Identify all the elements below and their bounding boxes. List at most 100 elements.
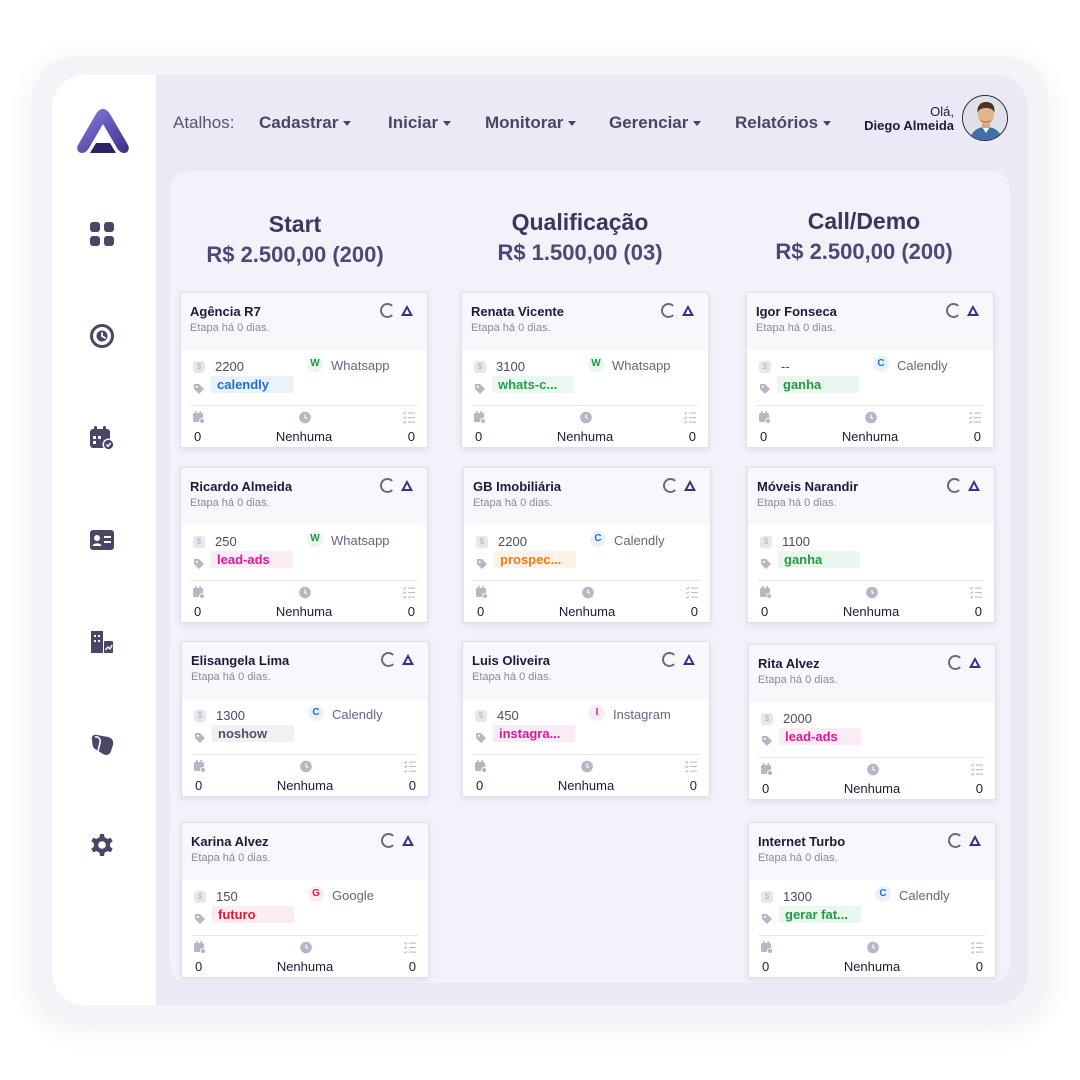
brand-logo[interactable] (76, 107, 130, 155)
menu-label: Monitorar (485, 113, 564, 132)
menu-label: Cadastrar (259, 113, 339, 132)
card-title: Internet Turbo (758, 834, 846, 849)
caret-down-icon (823, 121, 832, 127)
deal-card[interactable]: Igor Fonseca Etapa há 0 dias. $ -- C Cal… (746, 292, 994, 448)
deal-card[interactable]: Luis Oliveira Etapa há 0 dias. $ 450 I I… (462, 641, 710, 797)
card-footer-tasks: 0 (975, 781, 983, 796)
source-name: Calendly (614, 533, 665, 548)
card-tag[interactable]: noshow (212, 725, 294, 742)
loading-spinner-icon[interactable] (380, 303, 395, 318)
checklist-icon (970, 586, 982, 599)
user-name: Diego Almeida (864, 118, 954, 133)
card-stage-age: Etapa há 0 dias. (472, 671, 552, 683)
card-divider (472, 405, 698, 406)
loading-spinner-icon[interactable] (947, 478, 962, 493)
loading-spinner-icon[interactable] (662, 652, 677, 667)
deal-card[interactable]: Ricardo Almeida Etapa há 0 dias. $ 250 W… (180, 467, 428, 623)
card-tag[interactable]: prospec... (494, 551, 576, 568)
calendar-settings-icon (475, 760, 487, 773)
card-footer-status: Nenhuma (557, 778, 615, 793)
card-footer-tasks: 0 (690, 604, 698, 619)
brand-mini-icon[interactable] (969, 657, 981, 668)
card-tag[interactable]: lead-ads (779, 728, 861, 745)
source-name: Calendly (332, 707, 383, 722)
tag-icon (760, 384, 770, 394)
clock-icon (300, 760, 312, 773)
deal-card[interactable]: Internet Turbo Etapa há 0 dias. $ 1300 C… (748, 822, 996, 978)
menu-label: Iniciar (388, 113, 439, 132)
column-total: R$ 2.500,00 (200) (775, 239, 953, 264)
deal-card[interactable]: Rita Alvez Etapa há 0 dias. $ 2000 lead-… (748, 644, 996, 800)
brand-mini-icon[interactable] (683, 654, 695, 665)
card-footer-status: Nenhuma (558, 604, 616, 619)
contact-card-icon[interactable] (89, 527, 115, 553)
calendar-check-icon[interactable] (89, 425, 115, 451)
source-name: Google (332, 888, 374, 903)
top-bar: Atalhos: Cadastrar Iniciar Monitorar Ger… (156, 75, 1028, 171)
deal-value: -- (781, 359, 790, 374)
avatar[interactable] (962, 95, 1008, 141)
loading-spinner-icon[interactable] (380, 478, 395, 493)
menu-relatorios[interactable]: Relatórios (735, 113, 832, 133)
shapes-icon[interactable] (89, 731, 115, 757)
card-tag[interactable]: lead-ads (211, 551, 293, 568)
building-report-icon[interactable] (89, 629, 115, 655)
loading-spinner-icon[interactable] (948, 833, 963, 848)
checklist-icon (686, 586, 698, 599)
checklist-icon (404, 941, 416, 954)
menu-iniciar[interactable]: Iniciar (388, 113, 452, 133)
card-tag[interactable]: ganha (778, 551, 860, 568)
menu-monitorar[interactable]: Monitorar (485, 113, 577, 133)
clock-icon (865, 411, 877, 424)
brand-mini-icon[interactable] (402, 835, 414, 846)
card-footer-tasks: 0 (407, 429, 415, 444)
column-title: Qualificação (511, 209, 649, 235)
deal-card[interactable]: Elisangela Lima Etapa há 0 dias. $ 1300 … (181, 641, 429, 797)
card-divider (759, 757, 985, 758)
brand-mini-icon[interactable] (401, 305, 413, 316)
money-icon: $ (474, 361, 486, 373)
loading-spinner-icon[interactable] (946, 303, 961, 318)
card-header (464, 468, 710, 525)
deal-card[interactable]: Renata Vicente Etapa há 0 dias. $ 3100 W… (461, 292, 709, 448)
clock-icon[interactable] (89, 323, 115, 349)
card-title: GB Imobiliária (473, 479, 562, 494)
card-tag[interactable]: ganha (777, 376, 859, 393)
brand-mini-icon[interactable] (402, 654, 414, 665)
calendar-settings-icon (193, 586, 205, 599)
card-tag[interactable]: futuro (212, 906, 294, 923)
deal-card[interactable]: Karina Alvez Etapa há 0 dias. $ 150 G Go… (181, 822, 429, 978)
card-tag[interactable]: calendly (211, 376, 293, 393)
greeting-text: Olá, (930, 104, 954, 119)
dashboard-icon[interactable] (89, 221, 115, 247)
deal-card[interactable]: Móveis Narandir Etapa há 0 dias. $ 1100 … (747, 467, 995, 623)
brand-mini-icon[interactable] (401, 480, 413, 491)
user-photo (963, 96, 1007, 140)
menu-cadastrar[interactable]: Cadastrar (259, 113, 352, 133)
card-tag[interactable]: instagra... (493, 725, 575, 742)
loading-spinner-icon[interactable] (948, 655, 963, 670)
checklist-icon (969, 411, 981, 424)
deal-card[interactable]: Agência R7 Etapa há 0 dias. $ 2200 W Wha… (180, 292, 428, 448)
loading-spinner-icon[interactable] (381, 833, 396, 848)
card-footer-count: 0 (477, 604, 485, 619)
loading-spinner-icon[interactable] (661, 303, 676, 318)
brand-mini-icon[interactable] (967, 305, 979, 316)
loading-spinner-icon[interactable] (381, 652, 396, 667)
brand-mini-icon[interactable] (968, 480, 980, 491)
card-tag[interactable]: whats-c... (492, 376, 574, 393)
card-header (181, 468, 427, 525)
brand-mini-icon[interactable] (684, 480, 696, 491)
deal-value: 1300 (783, 889, 812, 904)
card-tag[interactable]: gerar fat... (779, 906, 861, 923)
source-name: Whatsapp (331, 533, 390, 548)
deal-value: 1100 (782, 534, 810, 549)
loading-spinner-icon[interactable] (663, 478, 678, 493)
menu-gerenciar[interactable]: Gerenciar (609, 113, 702, 133)
brand-mini-icon[interactable] (969, 835, 981, 846)
brand-mini-icon[interactable] (682, 305, 694, 316)
gear-icon[interactable] (89, 832, 115, 858)
deal-card[interactable]: GB Imobiliária Etapa há 0 dias. $ 2200 C… (463, 467, 711, 623)
card-title: Igor Fonseca (756, 304, 837, 319)
card-divider (192, 935, 418, 936)
